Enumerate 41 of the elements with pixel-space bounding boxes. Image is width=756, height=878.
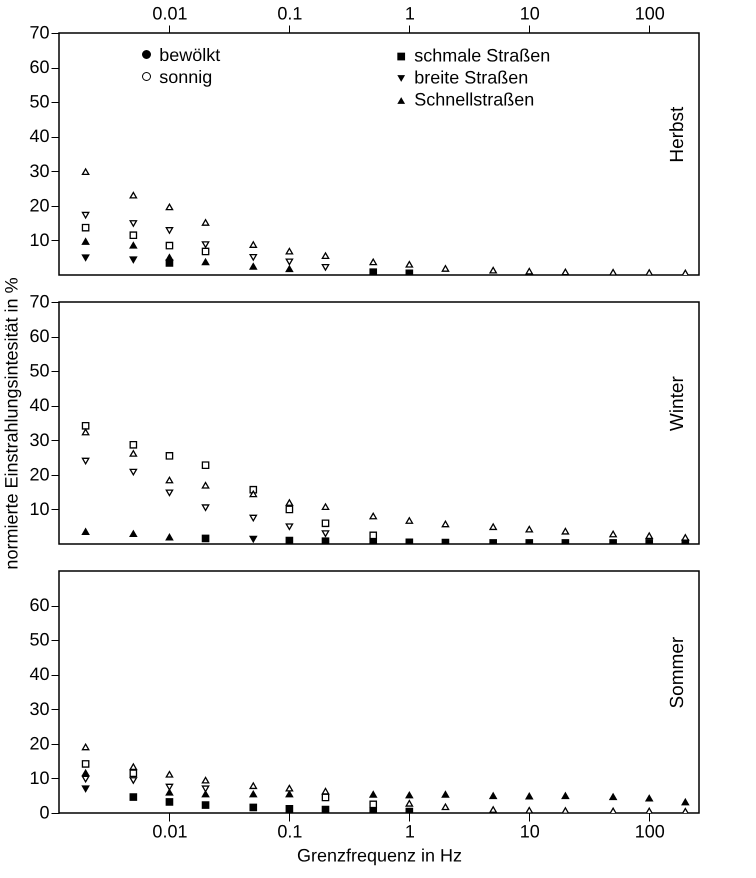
y-tick-label: 50 — [29, 360, 50, 381]
y-tick-label: 70 — [29, 22, 50, 42]
y-tick-label: 70 — [29, 292, 50, 312]
text: Sommer — [667, 636, 688, 709]
y-tick-label: 50 — [29, 630, 50, 650]
annotation: sonnig — [159, 66, 212, 88]
legend-label: Schnellstraßen — [414, 90, 534, 110]
y-tick-label: 60 — [29, 57, 50, 78]
x-tick-label: 1 — [404, 4, 415, 24]
y-tick-label: 60 — [29, 326, 50, 346]
y-tick-label: 40 — [29, 126, 50, 146]
x-tick-label: 0.1 — [277, 4, 302, 24]
y-axis-title: normierte Einstrahlungsintesität in % — [1, 277, 22, 570]
x-tick-label: 0.01 — [152, 4, 188, 24]
y-tick-label: 20 — [29, 195, 50, 216]
y-tick-label: 30 — [29, 160, 50, 181]
y-tick-label: 10 — [29, 768, 50, 788]
y-tick-label: 50 — [29, 92, 50, 112]
x-tick-label: 10 — [520, 822, 540, 842]
x-tick-label: 1 — [404, 822, 415, 842]
legend-label: breite Straßen — [414, 68, 528, 88]
y-tick-label: 10 — [29, 230, 50, 250]
y-tick-label: 10 — [29, 498, 50, 519]
y-tick-label: 30 — [29, 430, 50, 450]
x-tick-label: 0.1 — [277, 822, 302, 842]
annotation: bewölkt — [159, 44, 220, 66]
y-tick-label: 40 — [29, 395, 50, 416]
x-tick-label: 100 — [634, 4, 665, 24]
x-tick-label: 100 — [634, 822, 665, 842]
text: Winter — [667, 376, 688, 432]
y-tick-label: 40 — [29, 664, 50, 684]
x-tick-label: 10 — [520, 4, 540, 24]
y-tick-label: 60 — [29, 595, 50, 616]
legend-label: schmale Straßen — [414, 46, 550, 66]
y-tick-label: 20 — [29, 733, 50, 754]
x-tick-label: 0.01 — [152, 822, 188, 842]
y-tick-label: 30 — [29, 698, 50, 719]
y-tick-label: 0 — [39, 802, 50, 822]
y-tick-label: 20 — [29, 464, 50, 484]
x-axis-title: Grenzfrequenz in Hz — [296, 846, 462, 866]
text: Herbst — [667, 106, 688, 163]
